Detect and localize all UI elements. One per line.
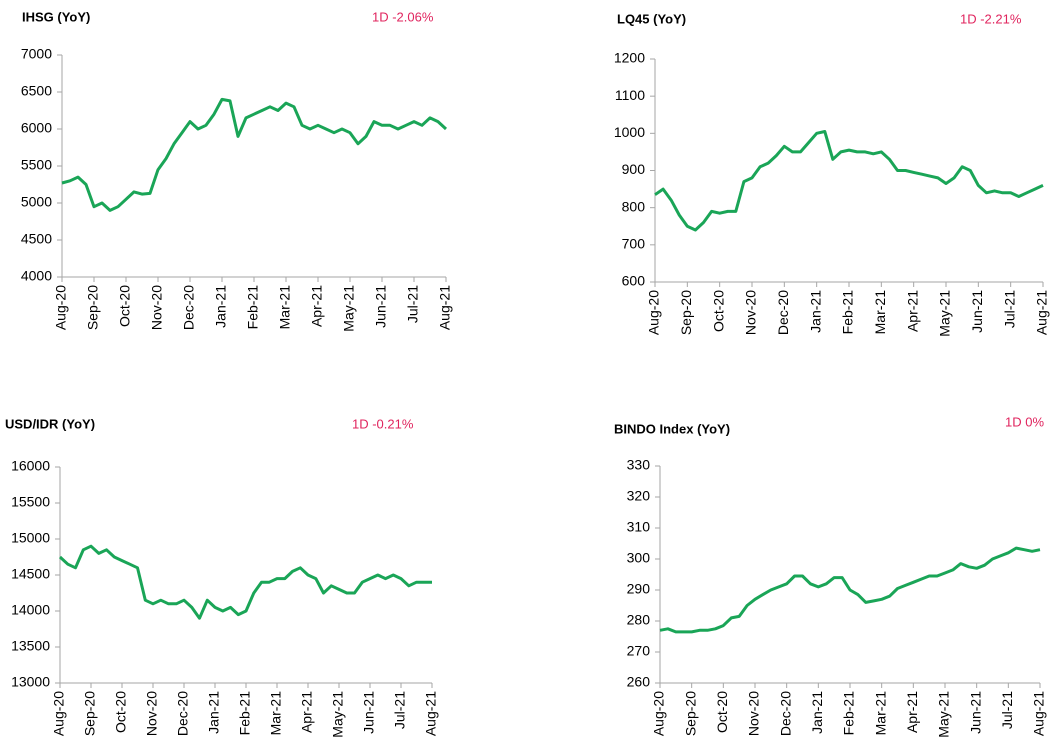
- x-tick-label: May-21: [330, 691, 346, 738]
- y-tick-label: 13000: [11, 674, 50, 690]
- x-tick-label: Dec-20: [181, 285, 197, 330]
- change-annotation: 1D 0%: [1005, 414, 1044, 429]
- chart-title: USD/IDR (YoY): [5, 416, 95, 431]
- x-tick-label: Mar-21: [872, 691, 888, 736]
- x-tick-label: Jun-21: [361, 691, 377, 734]
- x-tick-label: Feb-21: [840, 290, 856, 335]
- chart-title: BINDO Index (YoY): [614, 421, 730, 436]
- y-tick-label: 7000: [21, 46, 52, 62]
- y-tick-label: 900: [622, 161, 646, 177]
- x-tick-label: Aug-21: [1031, 691, 1047, 736]
- x-tick-label: Jan-21: [809, 691, 825, 734]
- x-tick-label: Nov-20: [743, 290, 759, 335]
- x-tick-label: Jul-21: [405, 285, 421, 323]
- y-tick-label: 330: [627, 457, 651, 473]
- x-tick-label: Nov-20: [144, 691, 160, 736]
- data-line: [58, 544, 432, 620]
- x-tick-label: Sep-20: [682, 691, 698, 736]
- x-tick-label: Jan-21: [213, 285, 229, 328]
- x-tick-label: Oct-20: [714, 691, 730, 733]
- y-tick-label: 5000: [21, 194, 52, 210]
- x-tick-label: Nov-20: [149, 285, 165, 330]
- change-annotation: 1D -2.21%: [960, 11, 1022, 26]
- x-tick-label: Jul-21: [392, 691, 408, 729]
- y-tick-label: 260: [627, 674, 651, 690]
- y-tick-label: 1200: [614, 50, 645, 66]
- x-tick-label: May-21: [937, 290, 953, 337]
- x-tick-label: Aug-20: [651, 691, 667, 736]
- x-tick-label: Mar-21: [277, 285, 293, 330]
- y-tick-label: 300: [627, 550, 651, 566]
- data-line: [61, 97, 448, 212]
- y-tick-label: 700: [622, 236, 646, 252]
- x-tick-label: Aug-20: [53, 285, 69, 330]
- chart-title: LQ45 (YoY): [617, 11, 686, 26]
- x-tick-label: Apr-21: [904, 691, 920, 733]
- y-tick-label: 4000: [21, 268, 52, 284]
- y-tick-label: 14000: [11, 602, 50, 618]
- x-tick-label: Apr-21: [309, 285, 325, 327]
- change-annotation: 1D -2.06%: [372, 9, 434, 24]
- y-tick-label: 320: [627, 488, 651, 504]
- x-tick-label: Apr-21: [904, 290, 920, 332]
- x-tick-label: Jan-21: [807, 290, 823, 333]
- x-tick-label: Nov-20: [746, 691, 762, 736]
- chart-panel: IHSG (YoY) 1D -2.06% 4000 4500 5000 5500 6000 6…: [21, 9, 453, 331]
- chart-title: IHSG (YoY): [22, 9, 90, 24]
- y-tick-label: 1000: [614, 124, 645, 140]
- y-tick-label: 600: [622, 273, 646, 289]
- x-tick-label: Jun-21: [967, 691, 983, 734]
- x-tick-label: Sep-20: [82, 691, 98, 736]
- chart-panel: BINDO Index (YoY) 1D 0% 260 270 280 290 300 310…: [614, 414, 1047, 737]
- x-tick-label: Feb-21: [841, 691, 857, 736]
- x-tick-label: Dec-20: [175, 691, 191, 736]
- x-tick-label: Jan-21: [206, 691, 222, 734]
- x-tick-label: Jul-21: [1001, 290, 1017, 328]
- y-tick-label: 14500: [11, 566, 50, 582]
- change-annotation: 1D -0.21%: [352, 416, 414, 431]
- x-tick-label: Sep-20: [678, 290, 694, 335]
- x-tick-label: Aug-21: [437, 285, 453, 330]
- x-tick-label: Apr-21: [299, 691, 315, 733]
- x-tick-label: Oct-20: [710, 290, 726, 332]
- x-tick-label: Dec-20: [777, 691, 793, 736]
- x-tick-label: Jul-21: [999, 691, 1015, 729]
- x-tick-label: Feb-21: [245, 285, 261, 330]
- x-tick-label: May-21: [341, 285, 357, 332]
- y-tick-label: 310: [627, 519, 651, 535]
- y-tick-label: 800: [622, 198, 646, 214]
- data-line: [659, 546, 1041, 634]
- y-tick-label: 15500: [11, 494, 50, 510]
- x-tick-label: Oct-20: [117, 285, 133, 327]
- y-tick-label: 5500: [21, 157, 52, 173]
- y-tick-label: 270: [627, 643, 651, 659]
- x-tick-label: Jun-21: [969, 290, 985, 333]
- x-tick-label: Mar-21: [268, 691, 284, 736]
- y-tick-label: 16000: [11, 458, 50, 474]
- x-tick-label: Aug-21: [423, 691, 439, 736]
- y-tick-label: 15000: [11, 530, 50, 546]
- x-tick-label: Aug-21: [1034, 290, 1050, 335]
- chart-panel: LQ45 (YoY) 1D -2.21% 600 700 800 900 1000 1100 1…: [614, 11, 1050, 336]
- x-tick-label: Feb-21: [237, 691, 253, 736]
- y-tick-label: 6000: [21, 120, 52, 136]
- y-tick-label: 1100: [615, 87, 645, 103]
- x-tick-label: Aug-20: [646, 290, 662, 335]
- x-tick-label: Jun-21: [373, 285, 389, 328]
- x-tick-label: Oct-20: [113, 691, 129, 733]
- x-tick-label: Dec-20: [775, 290, 791, 335]
- x-tick-label: Sep-20: [85, 285, 101, 330]
- data-line: [654, 130, 1044, 232]
- x-tick-label: Aug-20: [51, 691, 67, 736]
- y-tick-label: 4500: [21, 231, 52, 247]
- x-tick-label: Mar-21: [872, 290, 888, 335]
- y-tick-label: 280: [627, 612, 651, 628]
- y-tick-label: 13500: [11, 638, 50, 654]
- y-tick-label: 6500: [21, 83, 52, 99]
- x-tick-label: May-21: [936, 691, 952, 738]
- chart-panel: USD/IDR (YoY) 1D -0.21% 13000 13500 14000 145…: [5, 416, 439, 737]
- y-tick-label: 290: [627, 581, 651, 597]
